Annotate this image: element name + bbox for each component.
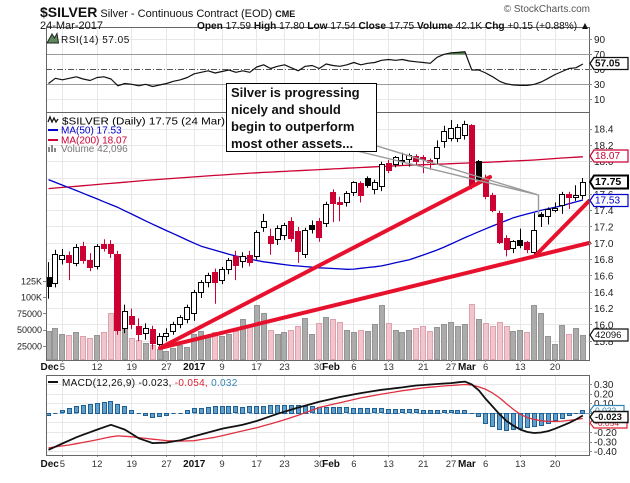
svg-text:12: 12 — [92, 362, 103, 373]
svg-text:MA(200) 18.07: MA(200) 18.07 — [61, 136, 128, 147]
svg-text:18.4: 18.4 — [594, 125, 614, 136]
svg-text:17: 17 — [251, 362, 262, 373]
svg-text:Feb: Feb — [322, 459, 340, 470]
svg-text:17.0: 17.0 — [594, 239, 614, 250]
svg-text:17: 17 — [251, 459, 262, 470]
svg-text:16.6: 16.6 — [594, 272, 614, 283]
svg-text:2017: 2017 — [183, 362, 206, 373]
svg-text:27: 27 — [446, 362, 457, 373]
svg-text:9: 9 — [219, 459, 224, 470]
svg-text:Dec: Dec — [41, 459, 60, 470]
svg-text:19: 19 — [127, 459, 138, 470]
svg-text:Volume 42,096: Volume 42,096 — [61, 144, 128, 155]
svg-text:19: 19 — [127, 362, 138, 373]
svg-text:21: 21 — [418, 362, 429, 373]
svg-text:Open 17.59 High 17.80 Low 17.5: Open 17.59 High 17.80 Low 17.54 Close 17… — [197, 20, 590, 32]
svg-text:Mar: Mar — [458, 459, 476, 470]
svg-text:18.2: 18.2 — [594, 141, 614, 152]
svg-text:23: 23 — [279, 459, 290, 470]
svg-text:24-Mar-2017: 24-Mar-2017 — [40, 20, 103, 32]
svg-text:$SILVER (Daily) 17.75 (24 Mar): $SILVER (Daily) 17.75 (24 Mar) — [62, 116, 225, 128]
svg-text:-0.20: -0.20 — [594, 428, 617, 439]
svg-text:13: 13 — [383, 362, 394, 373]
svg-text:16.2: 16.2 — [594, 304, 614, 315]
svg-text:17.4: 17.4 — [594, 206, 614, 217]
svg-text:6: 6 — [483, 459, 488, 470]
svg-text:2017: 2017 — [183, 459, 206, 470]
svg-text:12: 12 — [92, 459, 103, 470]
svg-text:most other assets...: most other assets... — [231, 136, 353, 151]
svg-text:-0.30: -0.30 — [594, 438, 617, 449]
svg-text:-0.40: -0.40 — [594, 447, 617, 458]
svg-text:75000: 75000 — [17, 309, 42, 319]
svg-text:90: 90 — [594, 35, 606, 46]
svg-text:17.75: 17.75 — [595, 176, 621, 188]
svg-text:27: 27 — [161, 362, 172, 373]
svg-text:70: 70 — [594, 50, 606, 61]
svg-text:RSI(14) 57.05: RSI(14) 57.05 — [61, 35, 130, 46]
svg-text:0.10: 0.10 — [594, 399, 614, 410]
svg-text:0.20: 0.20 — [594, 390, 614, 401]
svg-text:9: 9 — [219, 362, 224, 373]
svg-text:6: 6 — [351, 362, 356, 373]
svg-text:-0.023: -0.023 — [595, 412, 622, 423]
svg-text:25000: 25000 — [17, 342, 42, 352]
svg-text:© StockCharts.com: © StockCharts.com — [504, 4, 590, 15]
svg-text:30: 30 — [314, 362, 325, 373]
svg-text:13: 13 — [383, 459, 394, 470]
svg-text:nicely and should: nicely and should — [231, 102, 341, 117]
svg-text:Silver is progressing: Silver is progressing — [231, 85, 360, 100]
svg-text:16.0: 16.0 — [594, 321, 614, 332]
svg-text:13: 13 — [515, 459, 526, 470]
svg-text:27: 27 — [446, 459, 457, 470]
svg-text:23: 23 — [279, 362, 290, 373]
svg-text:30: 30 — [594, 80, 606, 91]
svg-text:15.8: 15.8 — [594, 337, 614, 348]
svg-text:MA(50) 17.53: MA(50) 17.53 — [61, 126, 122, 137]
svg-text:5: 5 — [60, 459, 65, 470]
svg-text:42096: 42096 — [595, 330, 621, 341]
svg-text:0.30: 0.30 — [594, 380, 614, 391]
svg-text:16.4: 16.4 — [594, 288, 614, 299]
svg-text:Mar: Mar — [458, 362, 476, 373]
svg-text:17.2: 17.2 — [594, 223, 614, 234]
svg-text:0.032: 0.032 — [595, 406, 617, 416]
svg-text:50: 50 — [594, 65, 606, 76]
svg-text:27: 27 — [161, 459, 172, 470]
svg-text:125K: 125K — [21, 276, 42, 286]
svg-text:6: 6 — [351, 459, 356, 470]
svg-text:100K: 100K — [21, 293, 42, 303]
svg-text:17.53: 17.53 — [595, 196, 620, 207]
svg-text:21: 21 — [418, 459, 429, 470]
svg-text:$SILVER Silver - Continuous Co: $SILVER Silver - Continuous Contract (EO… — [40, 4, 295, 20]
svg-text:Dec: Dec — [41, 362, 60, 373]
svg-text:5: 5 — [60, 362, 65, 373]
svg-text:18.0: 18.0 — [594, 157, 614, 168]
svg-text:20: 20 — [550, 362, 561, 373]
svg-text:Feb: Feb — [322, 362, 340, 373]
svg-text:57.05: 57.05 — [595, 59, 620, 70]
svg-text:begin to outperform: begin to outperform — [231, 119, 355, 134]
svg-text:16.8: 16.8 — [594, 255, 614, 266]
svg-text:20: 20 — [550, 459, 561, 470]
svg-text:MACD(12,26,9) -0.023, -0.054,: MACD(12,26,9) -0.023, -0.054, 0.032 — [62, 378, 238, 389]
svg-text:13: 13 — [515, 362, 526, 373]
svg-text:6: 6 — [483, 362, 488, 373]
svg-text:50000: 50000 — [17, 325, 42, 335]
svg-text:10: 10 — [594, 95, 606, 106]
svg-text:30: 30 — [314, 459, 325, 470]
svg-text:18.07: 18.07 — [595, 151, 620, 162]
